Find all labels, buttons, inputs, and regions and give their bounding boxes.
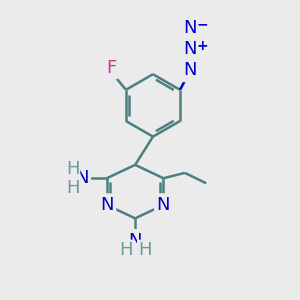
Text: N: N [157,196,170,214]
Text: N: N [128,232,142,250]
Text: H: H [66,179,80,197]
Text: −: − [197,18,208,32]
Text: N: N [184,40,197,58]
Text: H: H [66,160,80,178]
Text: N: N [184,19,197,37]
Text: N: N [184,61,197,80]
Text: +: + [197,39,208,53]
Text: F: F [106,58,116,76]
Text: N: N [75,169,88,187]
Text: N: N [100,196,114,214]
Text: H: H [138,241,152,259]
Text: H: H [119,241,132,259]
